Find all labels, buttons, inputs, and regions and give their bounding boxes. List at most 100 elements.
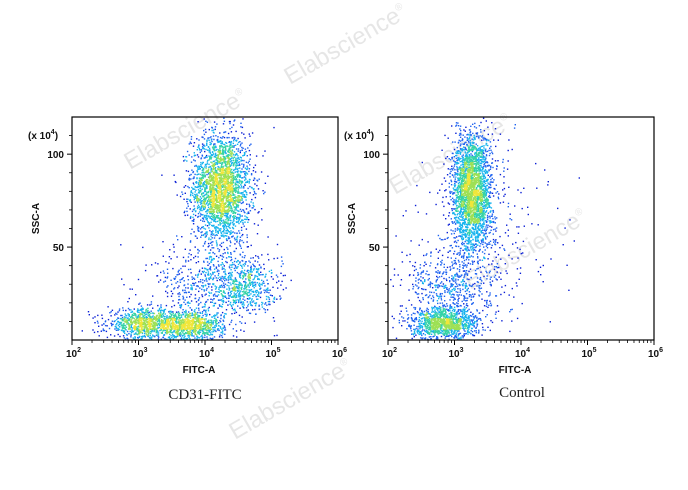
event-point (244, 173, 247, 175)
event-point (241, 267, 244, 269)
event-point (218, 270, 220, 272)
event-point (221, 161, 224, 164)
event-point (199, 191, 201, 193)
event-point (202, 161, 204, 164)
event-point (200, 236, 202, 238)
event-point (236, 232, 238, 234)
event-point (181, 191, 183, 193)
event-point (229, 176, 231, 178)
event-point (149, 325, 151, 327)
event-point (208, 278, 210, 281)
event-point (204, 187, 206, 189)
event-point (212, 257, 215, 260)
event-point (169, 318, 172, 320)
event-point (213, 336, 216, 338)
event-point (223, 236, 225, 238)
event-point (240, 329, 242, 331)
event-point (163, 334, 166, 336)
event-point (242, 303, 244, 305)
event-point (228, 162, 230, 164)
event-point (252, 278, 254, 281)
event-point (175, 311, 178, 313)
event-point (218, 201, 220, 203)
event-point (212, 197, 214, 199)
event-point (230, 140, 233, 143)
event-point (221, 300, 223, 302)
event-point (166, 331, 169, 333)
event-point (209, 292, 211, 294)
event-point (115, 326, 118, 328)
event-point (228, 201, 231, 203)
event-point (223, 286, 225, 289)
event-point (223, 149, 225, 152)
event-point (203, 280, 206, 282)
event-point (199, 312, 202, 314)
event-point (227, 132, 230, 135)
event-point (227, 196, 230, 198)
event-point (129, 288, 131, 290)
event-point (207, 208, 209, 211)
event-point (245, 199, 247, 201)
event-point (250, 266, 252, 269)
event-point (200, 213, 202, 215)
event-point (116, 318, 118, 321)
event-point (184, 316, 187, 318)
event-point (193, 335, 195, 337)
event-point (242, 241, 245, 244)
event-point (258, 291, 260, 294)
event-point (146, 304, 149, 306)
event-point (225, 193, 227, 196)
event-point (221, 286, 223, 288)
event-point (207, 274, 209, 276)
event-point (239, 274, 241, 276)
event-point (263, 282, 265, 284)
event-point (168, 317, 171, 320)
event-point (219, 244, 221, 246)
event-point (189, 317, 192, 319)
event-point (232, 231, 234, 233)
event-point (209, 331, 211, 334)
event-point (201, 330, 204, 332)
event-point (226, 170, 228, 173)
event-point (173, 321, 175, 324)
event-point (220, 217, 223, 219)
event-point (212, 188, 214, 190)
event-point (199, 168, 201, 170)
watermark-text: Elabscience® (225, 353, 358, 445)
event-point (174, 319, 176, 321)
event-point (225, 230, 228, 232)
event-point (175, 326, 178, 328)
event-point (228, 157, 230, 160)
event-point (217, 260, 219, 263)
event-point (230, 253, 232, 255)
event-point (265, 290, 267, 292)
event-point (96, 320, 99, 322)
event-point (143, 335, 145, 337)
event-point (238, 275, 241, 277)
event-point (208, 175, 211, 177)
event-point (127, 322, 129, 324)
event-point (212, 204, 214, 206)
event-point (171, 313, 173, 316)
event-point (224, 295, 227, 297)
event-point (228, 266, 231, 268)
event-point (258, 278, 260, 280)
event-point (200, 323, 202, 325)
event-point (262, 273, 264, 276)
event-point (182, 295, 184, 298)
event-point (222, 241, 225, 244)
event-point (203, 206, 205, 208)
event-point (232, 194, 234, 196)
event-point (218, 288, 220, 291)
event-point (220, 165, 223, 167)
event-point (224, 279, 226, 282)
event-point (139, 314, 141, 316)
event-point (203, 243, 206, 245)
event-point (131, 327, 134, 329)
event-point (187, 287, 189, 289)
event-point (243, 288, 245, 290)
event-point (231, 307, 233, 309)
event-point (136, 309, 139, 312)
event-point (250, 281, 253, 283)
event-point (153, 323, 155, 325)
